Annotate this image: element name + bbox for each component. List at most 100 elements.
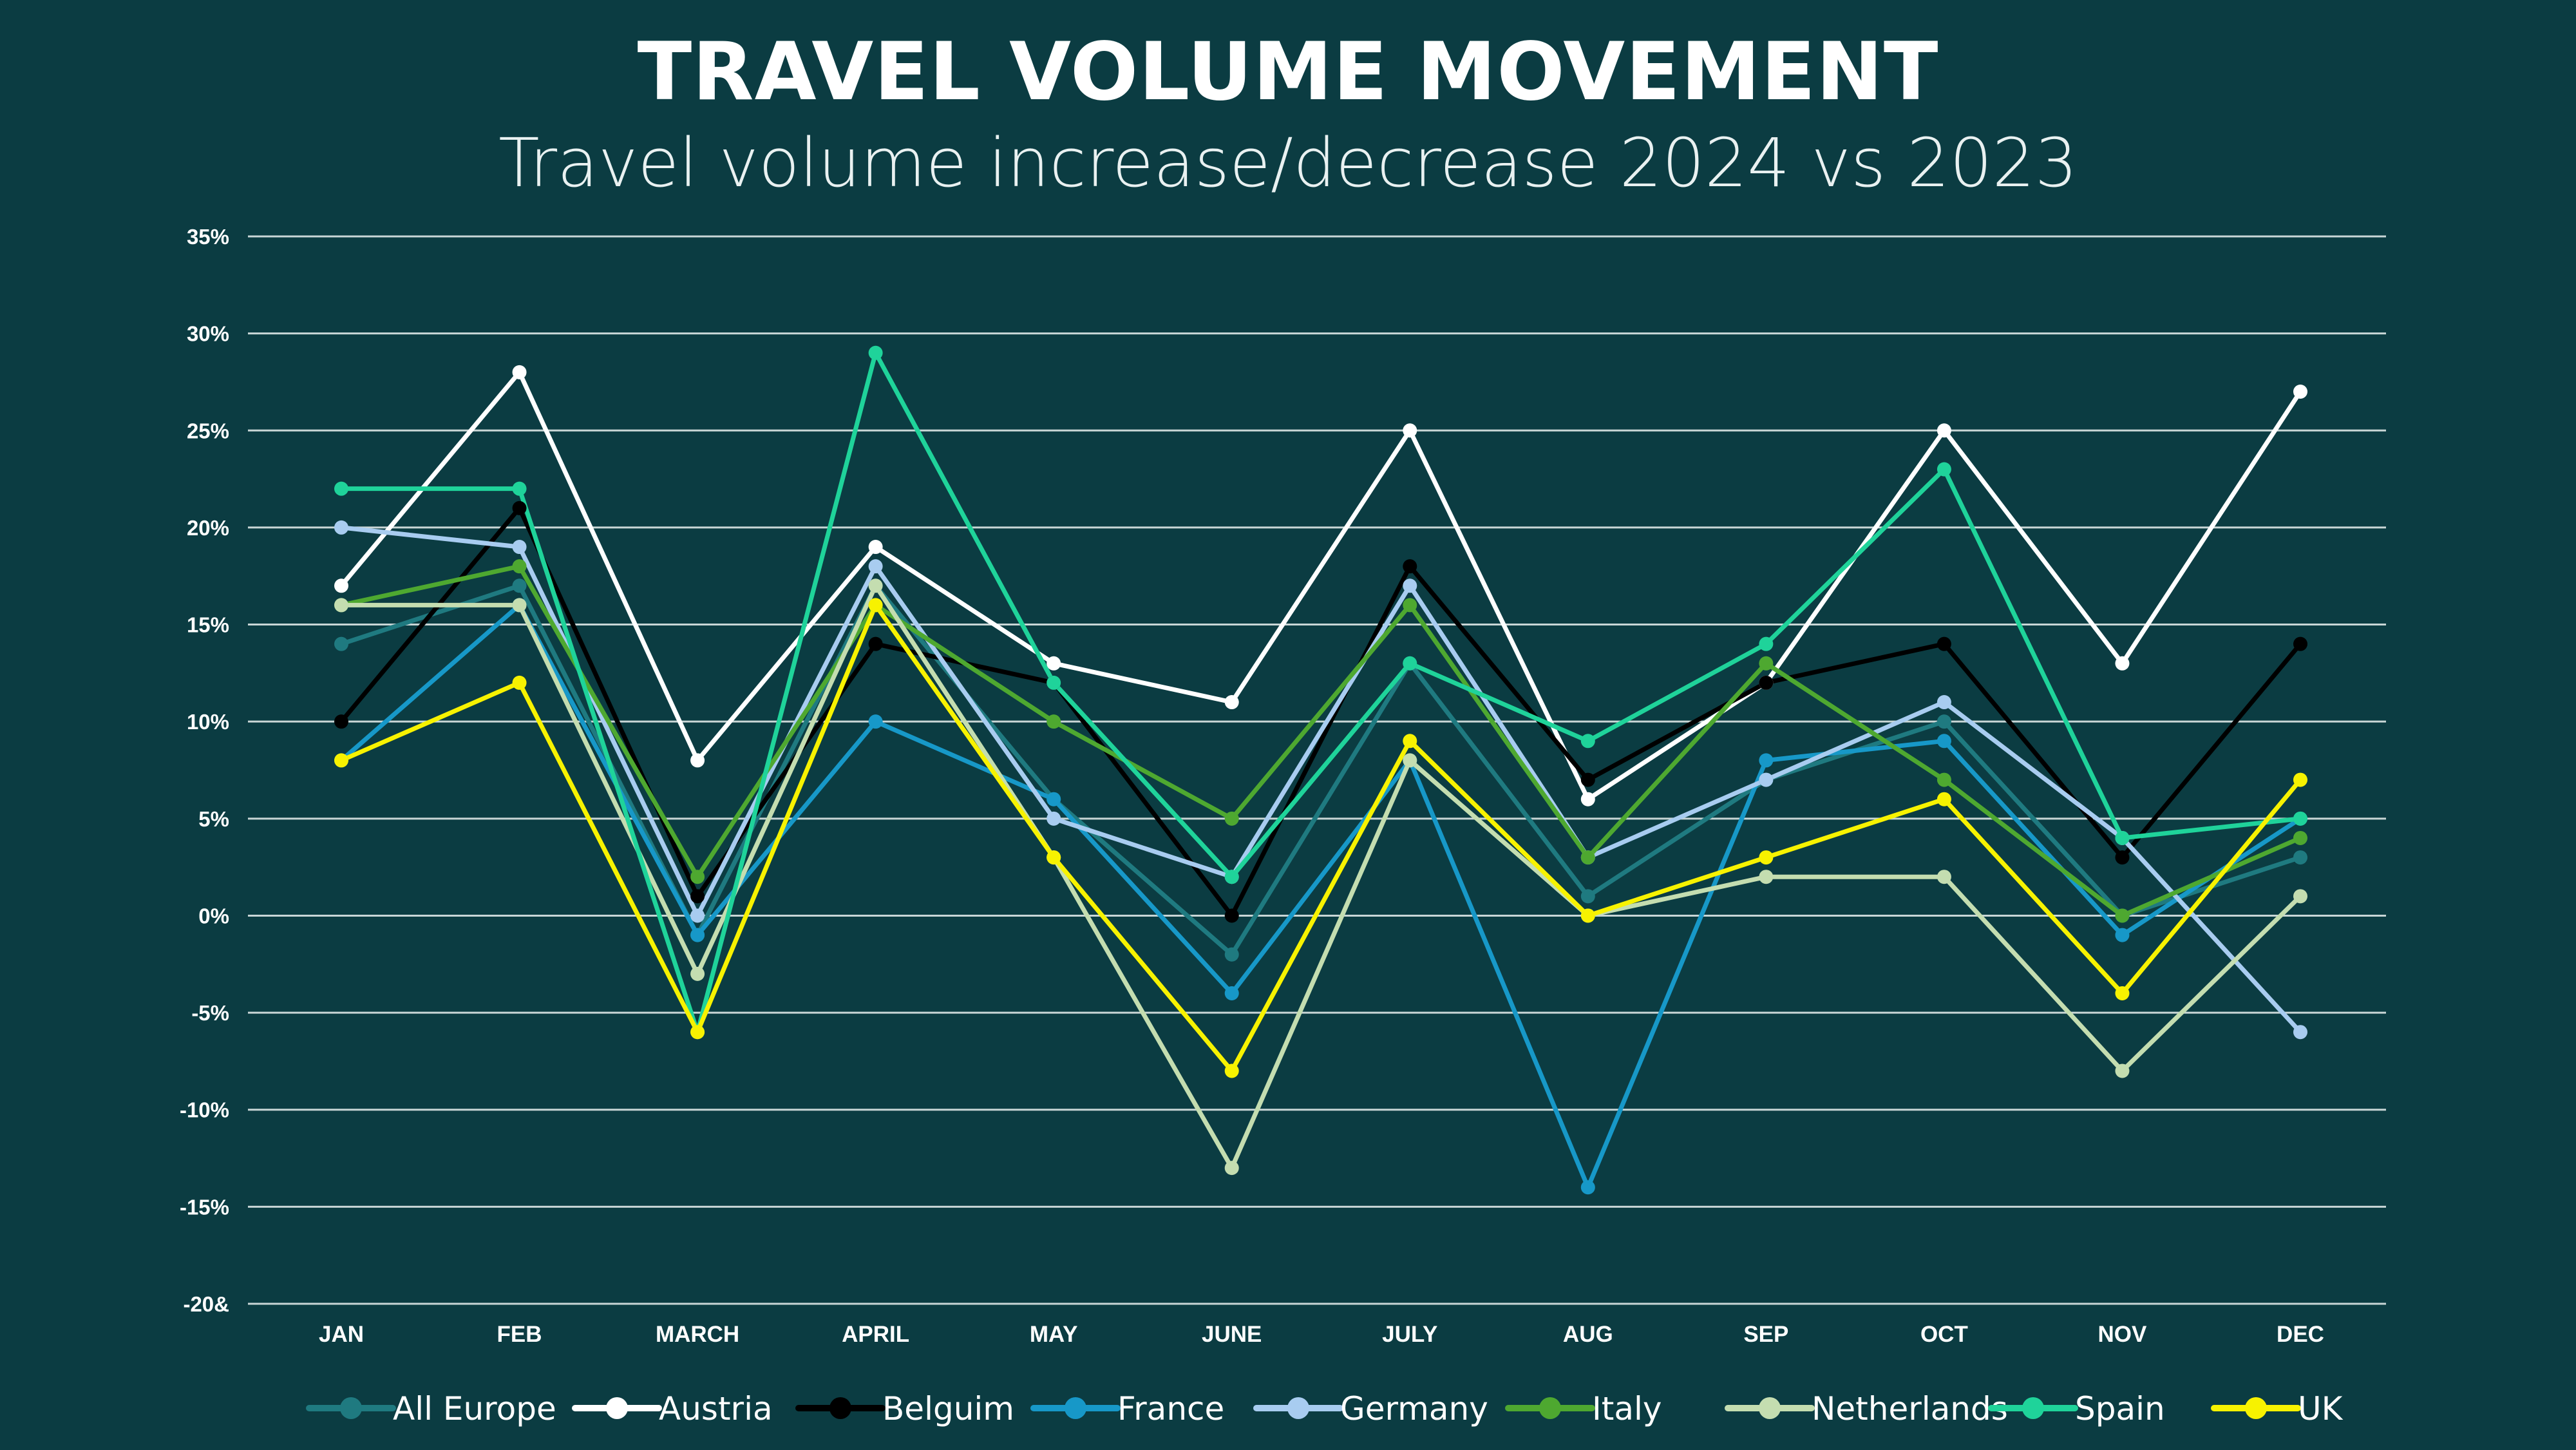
data-point-netherlands <box>2293 889 2307 904</box>
x-axis-ticks: JAN FEB MARCH APRIL MAY JUNE JULY AUG SEP OCT NOV D… <box>319 1322 2324 1347</box>
data-point-all-europe <box>334 636 348 651</box>
data-point-uk <box>512 675 527 690</box>
y-tick-label: 35% <box>187 225 229 249</box>
legend-marker-italy <box>1539 1397 1561 1419</box>
data-point-netherlands <box>1224 1161 1239 1176</box>
data-point-italy <box>2293 830 2307 845</box>
y-tick-label: -10% <box>180 1098 229 1122</box>
data-point-france <box>1224 986 1239 1000</box>
data-point-france <box>690 928 705 942</box>
series-line-netherlands <box>339 583 2303 1170</box>
x-tick-label: SEP <box>1743 1322 1788 1347</box>
y-tick-label: 10% <box>187 710 229 734</box>
data-point-all-europe <box>1937 714 1951 729</box>
data-point-uk <box>1224 1064 1239 1078</box>
data-point-netherlands <box>1759 870 1774 884</box>
data-point-netherlands <box>334 598 348 613</box>
data-point-france <box>2115 928 2130 942</box>
legend-label-all-europe: All Europe <box>393 1390 556 1427</box>
series-line-france <box>339 602 2303 1190</box>
x-tick-label: APRIL <box>842 1322 909 1347</box>
data-point-spain <box>1046 675 1061 690</box>
data-point-austria <box>1224 695 1239 710</box>
data-point-belguim <box>2293 636 2307 651</box>
legend-marker-spain <box>2022 1397 2044 1419</box>
legend-label-france: France <box>1117 1390 1224 1427</box>
data-point-all-europe <box>1224 947 1239 962</box>
data-point-spain <box>512 481 527 496</box>
x-tick-label: DEC <box>2277 1322 2324 1347</box>
data-point-spain <box>1224 870 1239 884</box>
x-tick-label: AUG <box>1563 1322 1613 1347</box>
data-point-uk <box>1937 792 1951 806</box>
legend-label-spain: Spain <box>2075 1390 2165 1427</box>
x-tick-label: NOV <box>2098 1322 2148 1347</box>
data-point-spain <box>868 345 883 360</box>
data-point-austria <box>2293 385 2307 399</box>
legend-marker-belguim <box>829 1397 851 1419</box>
y-tick-label: 5% <box>198 807 229 831</box>
y-tick-label: -15% <box>180 1195 229 1219</box>
data-point-germany <box>1937 695 1951 710</box>
data-point-austria <box>334 578 348 593</box>
data-point-netherlands <box>690 966 705 981</box>
data-point-spain <box>2115 830 2130 845</box>
data-point-uk <box>1759 850 1774 865</box>
chart-title: TRAVEL VOLUME MOVEMENT <box>637 26 1939 119</box>
data-point-austria <box>1937 423 1951 438</box>
data-point-germany <box>1403 578 1417 593</box>
y-tick-label: 20% <box>187 516 229 540</box>
data-point-netherlands <box>512 598 527 613</box>
data-point-austria <box>1580 792 1595 806</box>
data-point-uk <box>1403 734 1417 749</box>
data-point-austria <box>512 365 527 379</box>
data-point-belguim <box>690 889 705 904</box>
data-point-belguim <box>1580 772 1595 787</box>
data-point-all-europe <box>2293 850 2307 865</box>
legend-label-austria: Austria <box>659 1390 773 1427</box>
data-point-austria <box>2115 656 2130 671</box>
data-point-austria <box>690 753 705 768</box>
data-point-france <box>1580 1180 1595 1195</box>
x-tick-label: JULY <box>1382 1322 1437 1347</box>
series-line-uk <box>339 602 2303 1073</box>
data-point-belguim <box>1759 675 1774 690</box>
y-tick-label: 0% <box>198 904 229 928</box>
data-point-germany <box>1759 772 1774 787</box>
data-point-all-europe <box>512 578 527 593</box>
data-point-italy <box>1224 811 1239 826</box>
y-tick-label: 30% <box>187 322 229 346</box>
legend-marker-austria <box>606 1397 628 1419</box>
legend-marker-netherlands <box>1759 1397 1781 1419</box>
series-line-spain <box>339 350 2303 1035</box>
data-point-italy <box>690 870 705 884</box>
data-point-italy <box>1580 850 1595 865</box>
data-point-germany <box>2293 1025 2307 1040</box>
data-point-spain <box>1403 656 1417 671</box>
data-point-belguim <box>868 636 883 651</box>
series-lines <box>339 350 2303 1190</box>
data-point-belguim <box>334 714 348 729</box>
data-point-italy <box>1046 714 1061 729</box>
data-point-uk <box>2115 986 2130 1000</box>
data-point-austria <box>1046 656 1061 671</box>
series-line-germany <box>339 525 2303 1035</box>
series-line-austria <box>339 370 2303 802</box>
gridlines <box>248 235 2386 1305</box>
data-point-france <box>1046 792 1061 806</box>
legend-marker-france <box>1065 1397 1086 1419</box>
data-point-uk <box>1580 908 1595 923</box>
series-line-belguim <box>339 506 2303 918</box>
y-tick-label: 25% <box>187 419 229 443</box>
x-tick-label: MARCH <box>656 1322 739 1347</box>
data-point-uk <box>2293 772 2307 787</box>
data-point-spain <box>2293 811 2307 826</box>
data-point-germany <box>512 540 527 555</box>
data-point-spain <box>334 481 348 496</box>
data-point-spain <box>1759 636 1774 651</box>
data-point-uk <box>1046 850 1061 865</box>
data-point-italy <box>1759 656 1774 671</box>
data-point-uk <box>868 598 883 613</box>
x-tick-label: MAY <box>1030 1322 1078 1347</box>
